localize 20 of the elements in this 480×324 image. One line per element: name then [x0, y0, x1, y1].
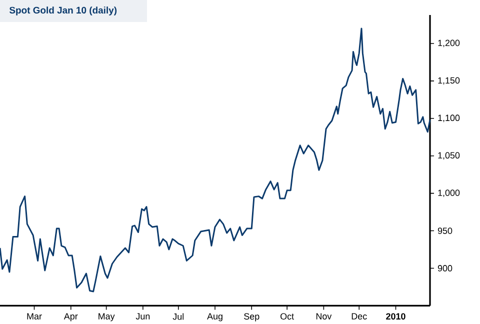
x-tick-label: Apr [64, 313, 78, 322]
chart-title: Spot Gold Jan 10 (daily) [9, 6, 117, 16]
y-tick-label: 900 [438, 265, 452, 272]
x-tick-label: Oct [280, 313, 294, 320]
y-tick-label: 1,050 [438, 152, 460, 160]
x-tick-label: Dec [352, 313, 367, 320]
x-tick-label: Jul [172, 313, 184, 320]
y-tick-label: 1,150 [438, 77, 460, 85]
x-tick-label: Mar [27, 313, 42, 320]
x-tick-label: Aug [207, 313, 222, 322]
x-tick-label: 2010 [386, 313, 406, 320]
y-tick-label: 1,100 [438, 114, 460, 122]
x-tick-label: Jun [136, 313, 150, 320]
y-tick-label: 1,200 [438, 40, 460, 48]
x-tick-label: Nov [316, 313, 332, 320]
x-tick-label: May [98, 313, 115, 322]
x-tick-label: Sep [244, 313, 260, 322]
y-tick-label: 1,000 [438, 190, 460, 198]
line-series [0, 28, 431, 292]
y-tick-label: 950 [438, 228, 452, 234]
